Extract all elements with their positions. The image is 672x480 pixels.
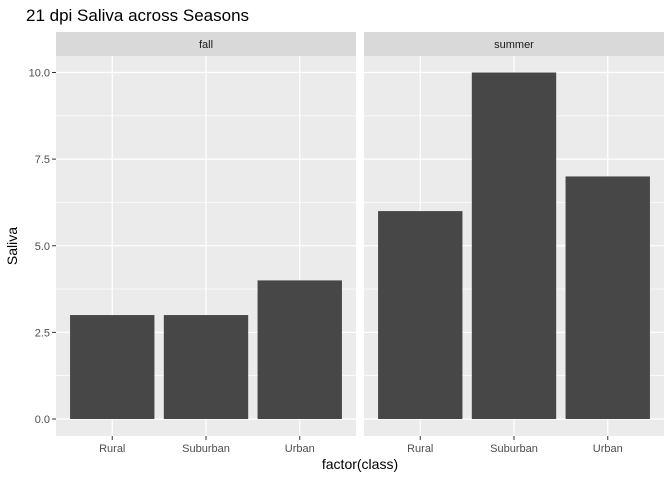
x-tick-label: Urban <box>285 443 315 455</box>
facet-strip-label: summer <box>494 39 534 51</box>
x-tick-label: Rural <box>99 443 125 455</box>
x-tick-label: Suburban <box>490 443 538 455</box>
facet-panels: fall Rural Suburban Urban summer Rural Suburba… <box>56 32 664 455</box>
y-axis-title: Saliva <box>4 227 20 265</box>
y-axis: 0.0 2.5 5.0 7.5 10.0 <box>29 68 56 426</box>
y-tick-label: 0.0 <box>35 414 50 426</box>
bar-fall-urban <box>257 280 342 419</box>
bar-summer-suburban <box>471 72 557 419</box>
facet-panel-summer: summer Rural Suburban Urban <box>364 32 664 455</box>
facet-panel-fall: fall Rural Suburban Urban <box>56 32 356 455</box>
y-tick-label: 2.5 <box>35 327 50 339</box>
y-tick-label: 5.0 <box>35 241 50 253</box>
facet-strip-label: fall <box>199 39 213 51</box>
bar-fall-suburban <box>163 315 249 419</box>
x-tick-label: Rural <box>407 443 433 455</box>
facet-strip <box>364 32 664 56</box>
x-axis-title: factor(class) <box>322 456 398 472</box>
y-tick-label: 7.5 <box>35 154 50 166</box>
bar-summer-rural <box>378 211 463 419</box>
bar-summer-urban <box>565 176 650 419</box>
x-tick-label: Urban <box>593 443 623 455</box>
chart-title: 21 dpi Saliva across Seasons <box>26 6 249 25</box>
bar-fall-rural <box>70 315 155 419</box>
facet-strip <box>56 32 356 56</box>
y-tick-label: 10.0 <box>29 68 50 80</box>
x-tick-label: Suburban <box>182 443 230 455</box>
